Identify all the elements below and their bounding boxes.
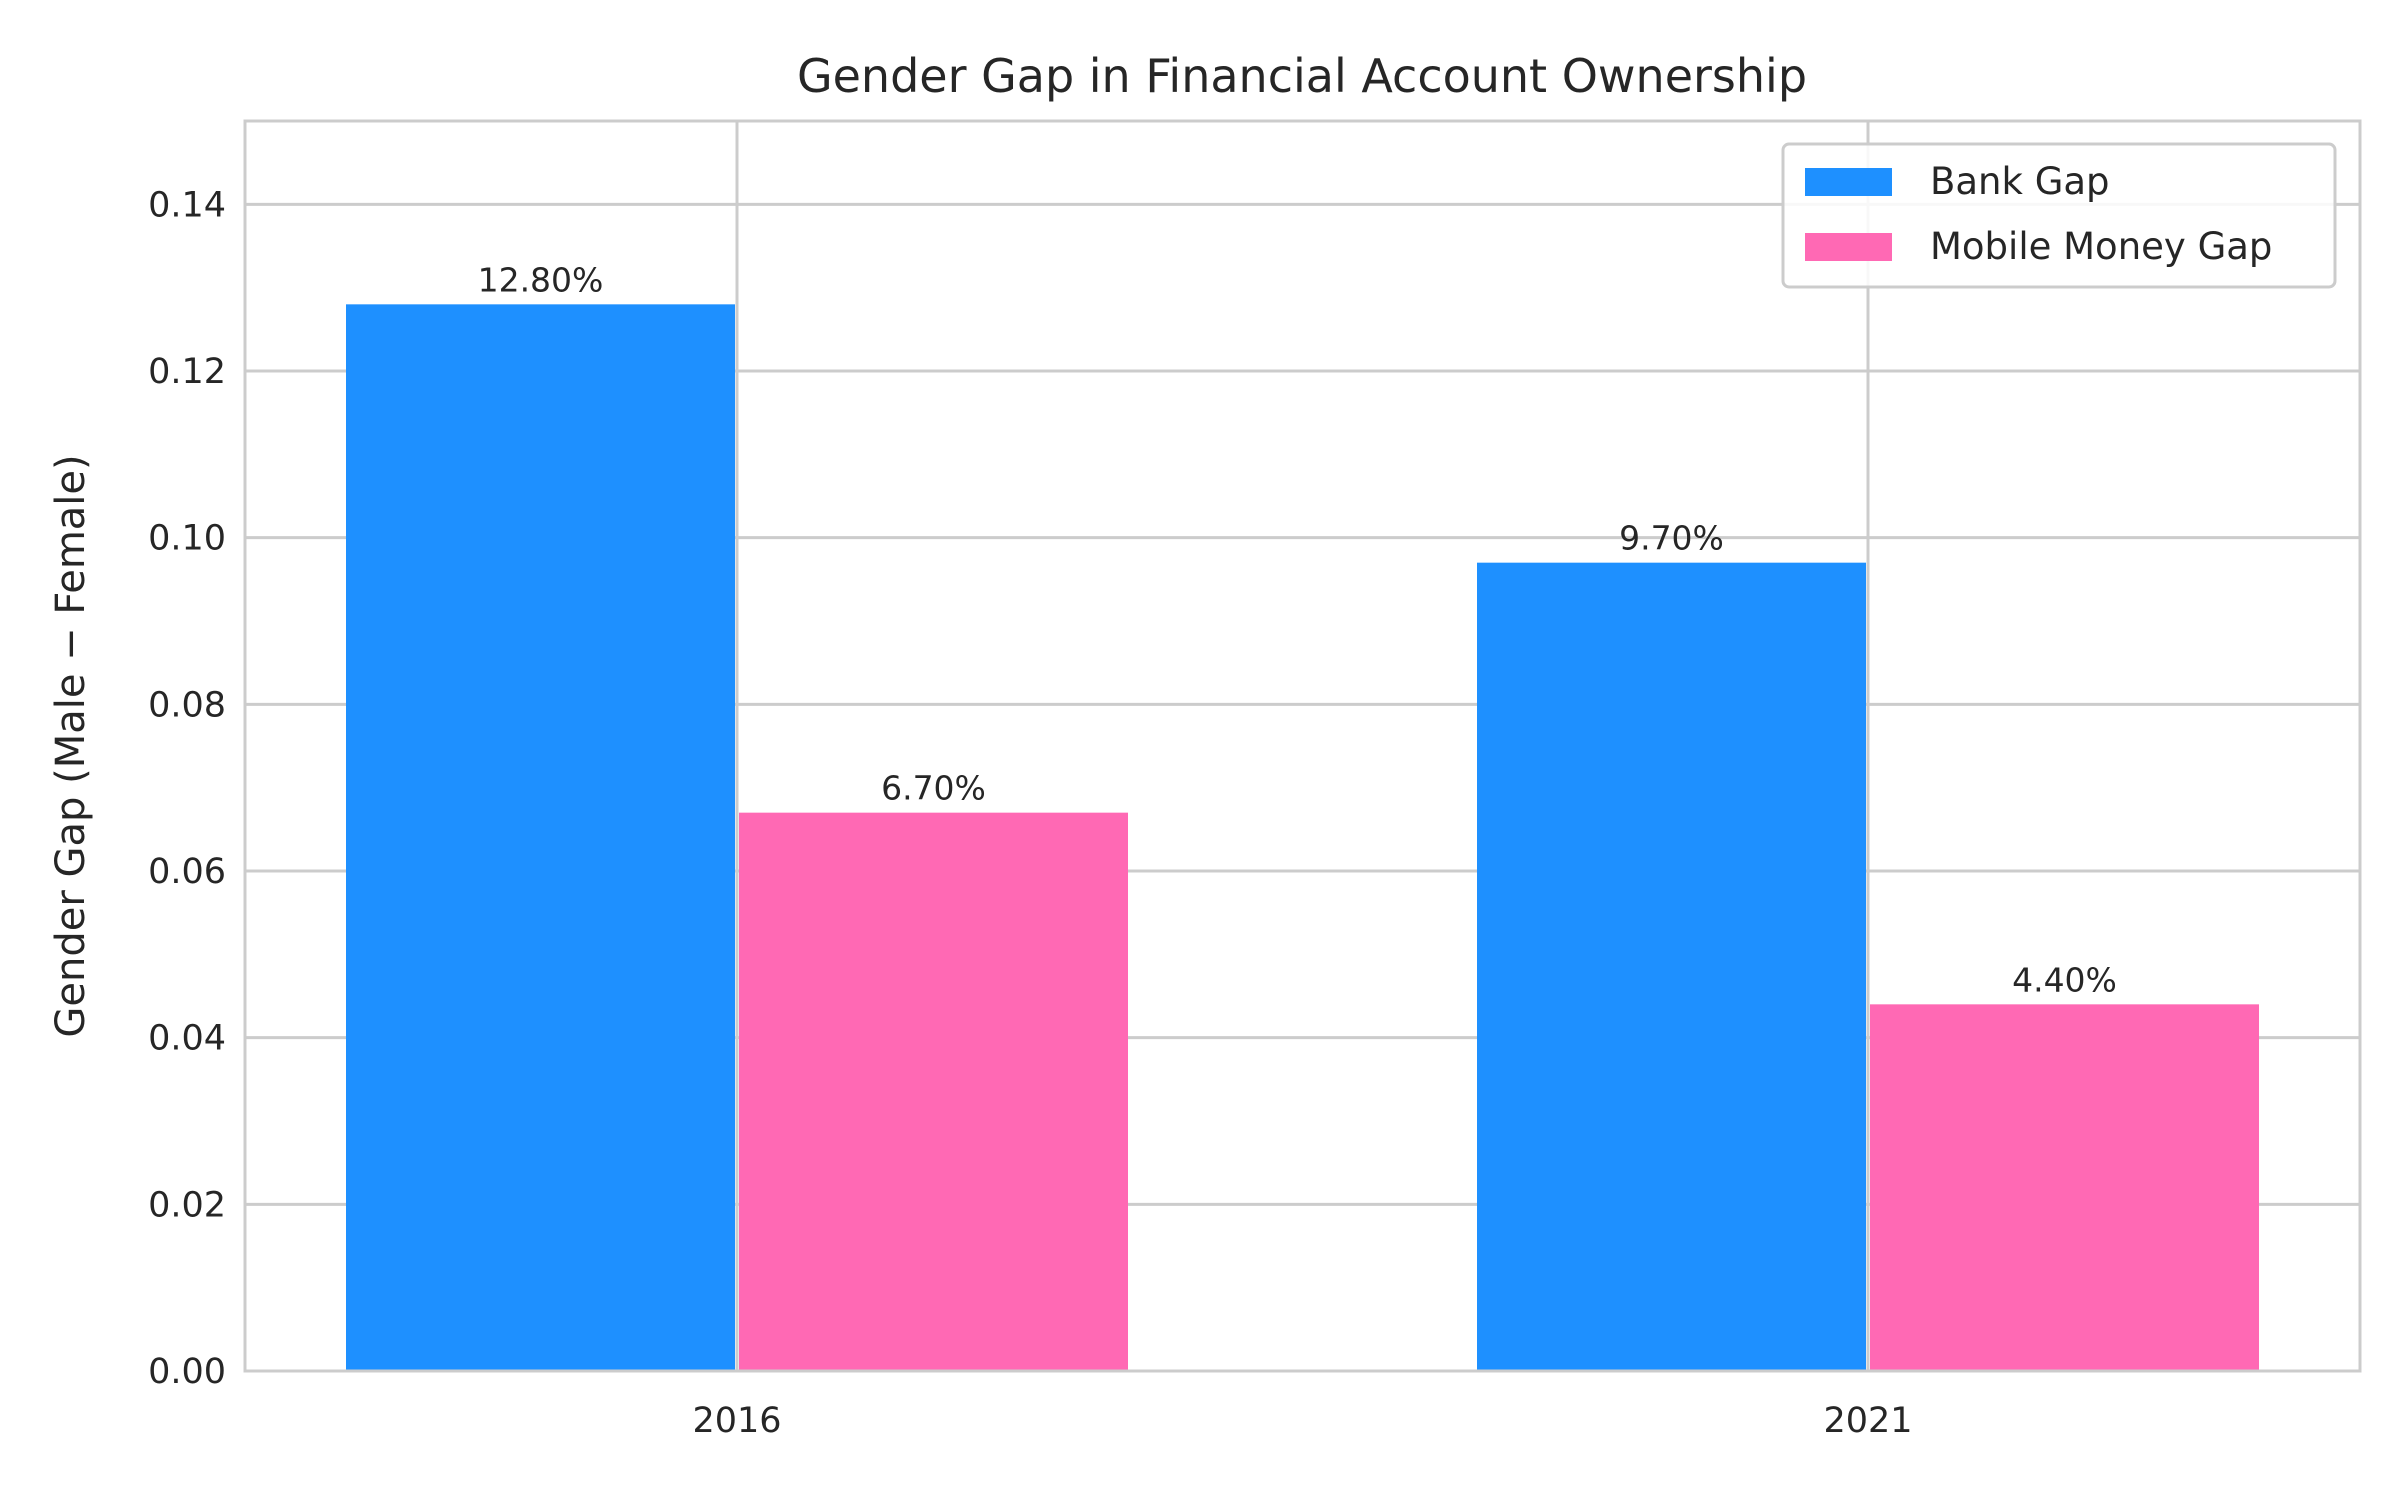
x-tick-label: 2021 [1823,1401,1912,1441]
y-tick-label: 0.14 [148,185,226,225]
data-label: 12.80% [478,260,604,299]
y-tick-label: 0.12 [148,352,226,392]
legend-label: Bank Gap [1930,160,2110,203]
data-label: 9.70% [1619,519,1724,558]
legend-swatch [1805,233,1892,261]
bar-mobile-money-gap-2021 [1870,1004,2259,1371]
data-label: 4.40% [2012,960,2117,999]
plot-frame [243,119,2362,1373]
legend-label: Mobile Money Gap [1930,225,2272,268]
y-tick-label: 0.02 [148,1185,226,1225]
bar-bank-gap-2021 [1477,562,1866,1371]
x-tick-labels: 2016 2021 [692,1401,1912,1441]
data-labels: 12.80% 9.70% 6.70% 4.40% [478,260,2117,999]
bar-bank-gap-2016 [346,304,735,1371]
y-tick-label: 0.04 [148,1019,226,1059]
chart-title: Gender Gap in Financial Account Ownershi… [797,49,1807,103]
legend-box [1781,142,2337,289]
y-tick-labels: 0.00 0.02 0.04 0.06 0.08 0.10 0.12 0.14 [148,185,226,1392]
bar-mobile-money-gap-2016 [739,812,1128,1371]
y-tick-label: 0.00 [148,1352,226,1392]
bars [346,304,2259,1371]
legend: Bank Gap Mobile Money Gap [1781,142,2337,289]
y-tick-label: 0.06 [148,852,226,892]
x-tick-label: 2016 [692,1401,781,1441]
y-axis-label: Gender Gap (Male − Female) [48,454,94,1037]
y-tick-label: 0.10 [148,519,226,559]
data-label: 6.70% [881,769,986,808]
y-tick-label: 0.08 [148,685,226,725]
legend-swatch [1805,168,1892,196]
